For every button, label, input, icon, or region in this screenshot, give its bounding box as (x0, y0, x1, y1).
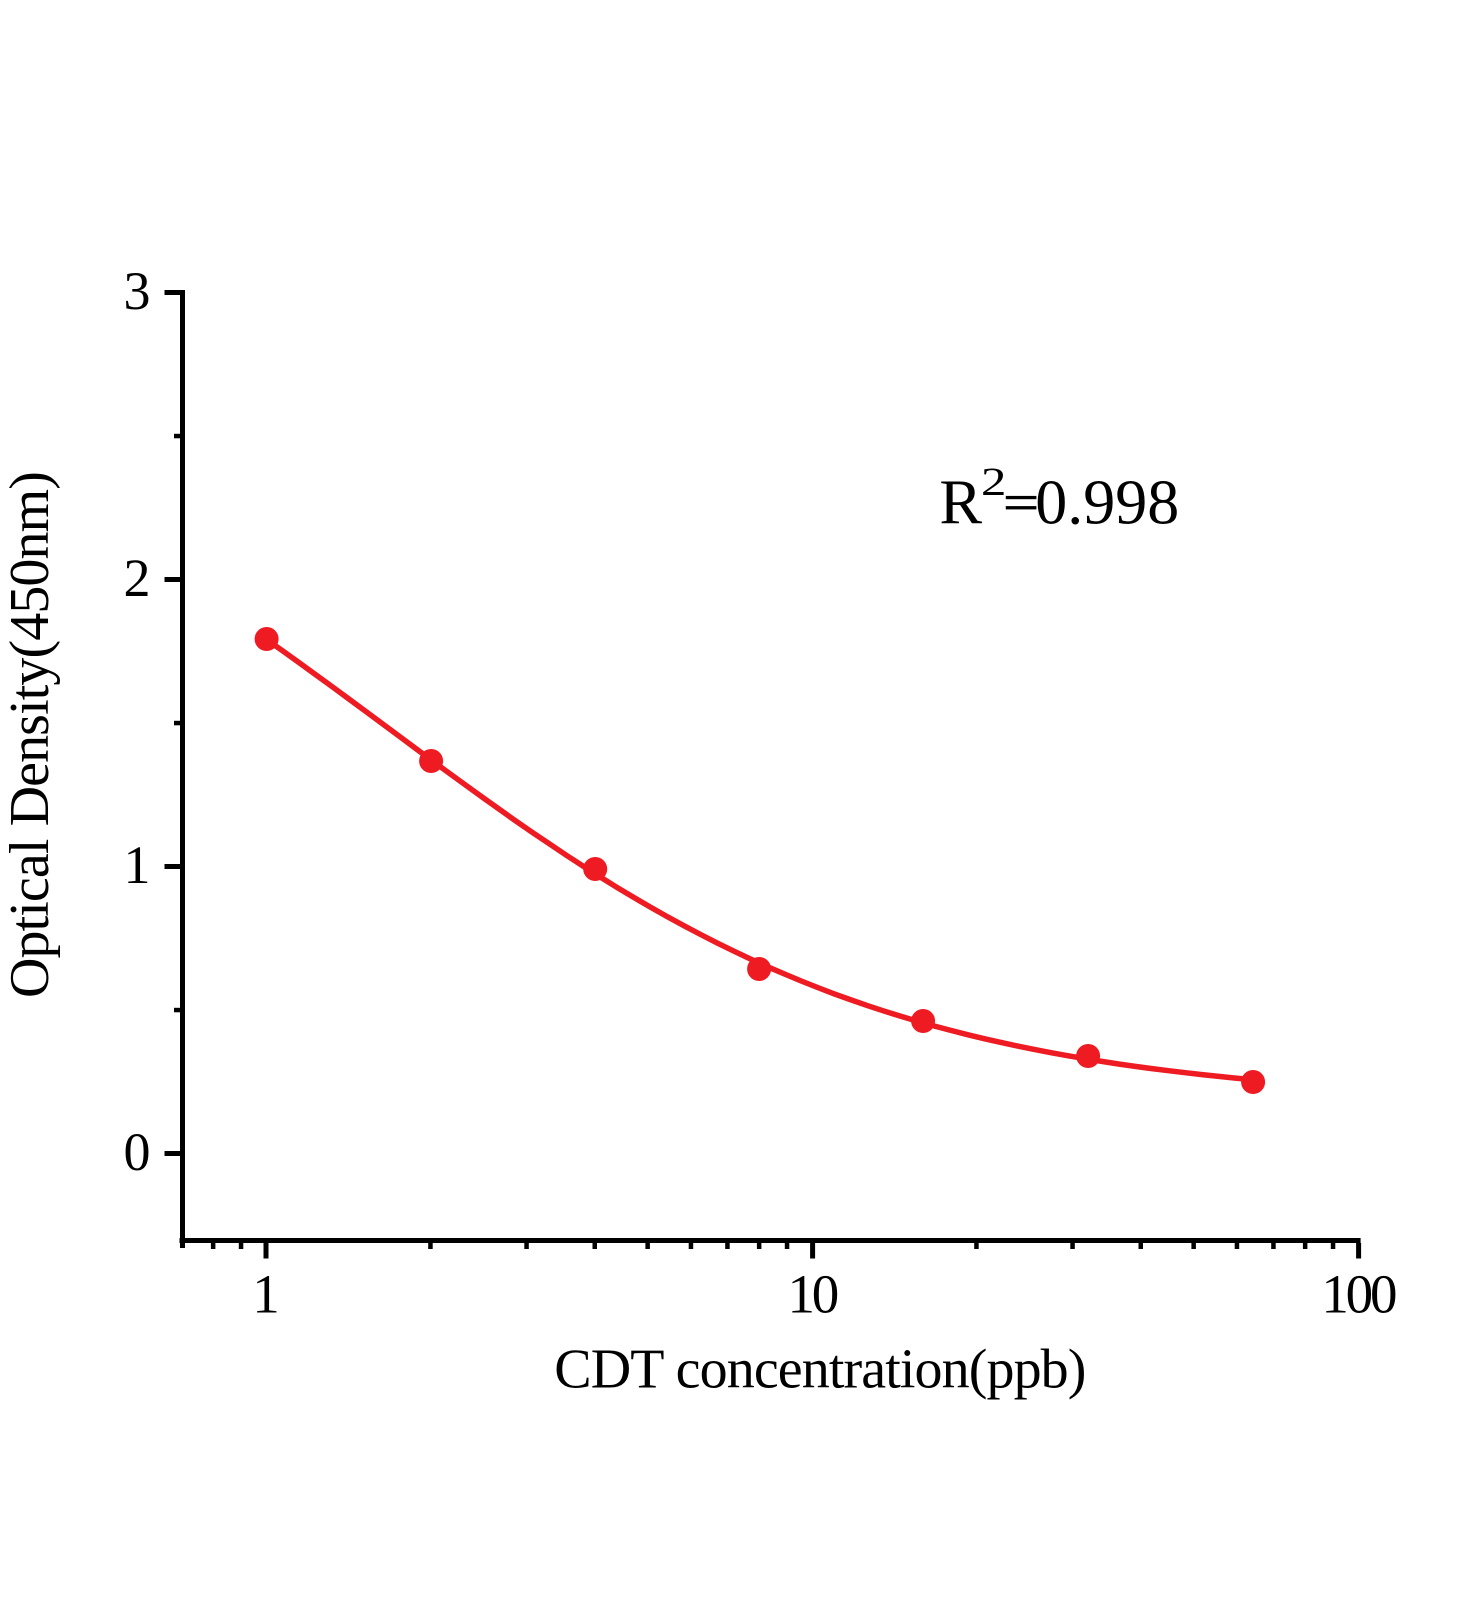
svg-text:3: 3 (124, 261, 151, 321)
svg-text:0.998: 0.998 (1035, 467, 1179, 538)
svg-text:0: 0 (124, 1122, 151, 1182)
svg-text:2: 2 (124, 548, 151, 608)
svg-text:10: 10 (787, 1264, 837, 1325)
svg-text:1: 1 (124, 835, 151, 895)
svg-text:CDT concentration(ppb): CDT concentration(ppb) (554, 1339, 1085, 1401)
svg-text:100: 100 (1321, 1264, 1396, 1325)
svg-text:R: R (939, 467, 982, 538)
svg-text:Optical Density(450nm): Optical Density(450nm) (0, 472, 61, 998)
svg-text:1: 1 (252, 1264, 280, 1325)
